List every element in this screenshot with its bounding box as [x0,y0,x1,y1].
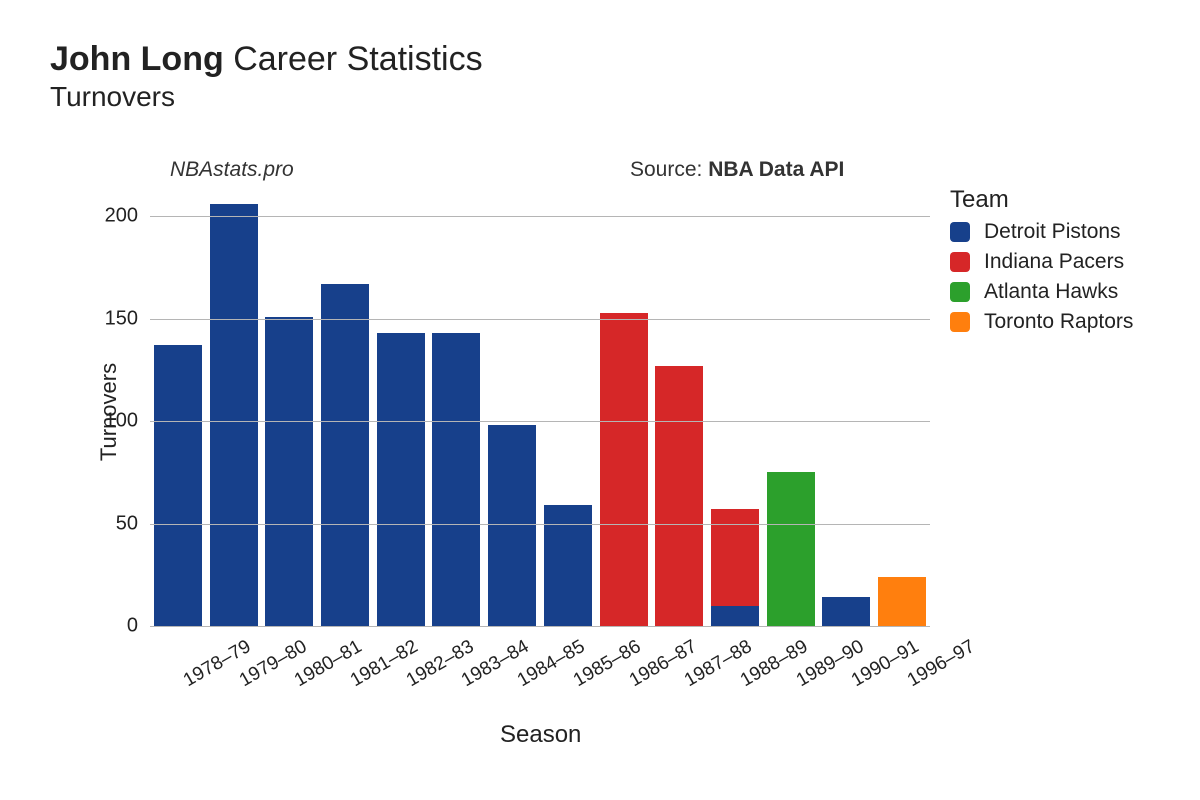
legend-swatch [950,282,970,302]
plot-region [150,196,930,626]
gridline [150,216,930,217]
bar-segment [655,366,703,626]
y-tick: 200 [105,205,138,228]
title-suffix: Career Statistics [233,40,482,78]
bar [321,196,369,626]
legend-item: Toronto Raptors [950,310,1133,334]
legend-label: Indiana Pacers [984,250,1124,274]
bar [767,196,815,626]
title-player: John Long [50,40,224,78]
bar-segment [767,472,815,626]
y-tick: 50 [116,512,138,535]
legend: Team Detroit Pistons Indiana Pacers Atlant… [950,186,1133,340]
title-metric: Turnovers [50,81,1150,113]
bar-segment [265,317,313,626]
bar-segment [210,204,258,626]
bar [265,196,313,626]
bar [432,196,480,626]
gridline [150,524,930,525]
bar-segment [321,284,369,626]
gridline [150,319,930,320]
bars-layer [150,196,930,626]
chart-container: John Long Career Statistics Turnovers 0 5… [0,0,1200,800]
legend-swatch [950,312,970,332]
bar-segment [432,333,480,626]
legend-item: Indiana Pacers [950,250,1133,274]
legend-label: Detroit Pistons [984,220,1121,244]
source-annotation: Source: NBA Data API [630,158,844,182]
bar [711,196,759,626]
source-prefix: Source: [630,158,708,181]
bar-segment [377,333,425,626]
legend-label: Atlanta Hawks [984,280,1118,304]
legend-label: Toronto Raptors [984,310,1133,334]
brand-annotation: NBAstats.pro [170,158,294,182]
bar [210,196,258,626]
bar [154,196,202,626]
legend-item: Detroit Pistons [950,220,1133,244]
legend-title: Team [950,186,1133,214]
bar [544,196,592,626]
bar [655,196,703,626]
bar [377,196,425,626]
bar-segment [600,313,648,626]
bar-segment [878,577,926,626]
bar [822,196,870,626]
y-tick: 150 [105,307,138,330]
bar-segment [711,606,759,626]
chart-area: 050100150200 Turnovers 1978–791979–80198… [50,141,1150,571]
bar [878,196,926,626]
bar [488,196,536,626]
bar-segment [154,345,202,626]
gridline [150,421,930,422]
bar [600,196,648,626]
legend-item: Atlanta Hawks [950,280,1133,304]
title-block: John Long Career Statistics Turnovers [50,40,1150,113]
title-line-1: John Long Career Statistics [50,40,1150,79]
source-name: NBA Data API [708,158,844,181]
legend-items: Detroit Pistons Indiana Pacers Atlanta Haw… [950,220,1133,334]
bar-segment [822,597,870,626]
y-axis-label: Turnovers [96,363,122,461]
legend-swatch [950,252,970,272]
gridline [150,626,930,627]
legend-swatch [950,222,970,242]
y-tick: 0 [127,615,138,638]
bar-segment [488,425,536,626]
x-axis-label: Season [500,721,581,749]
